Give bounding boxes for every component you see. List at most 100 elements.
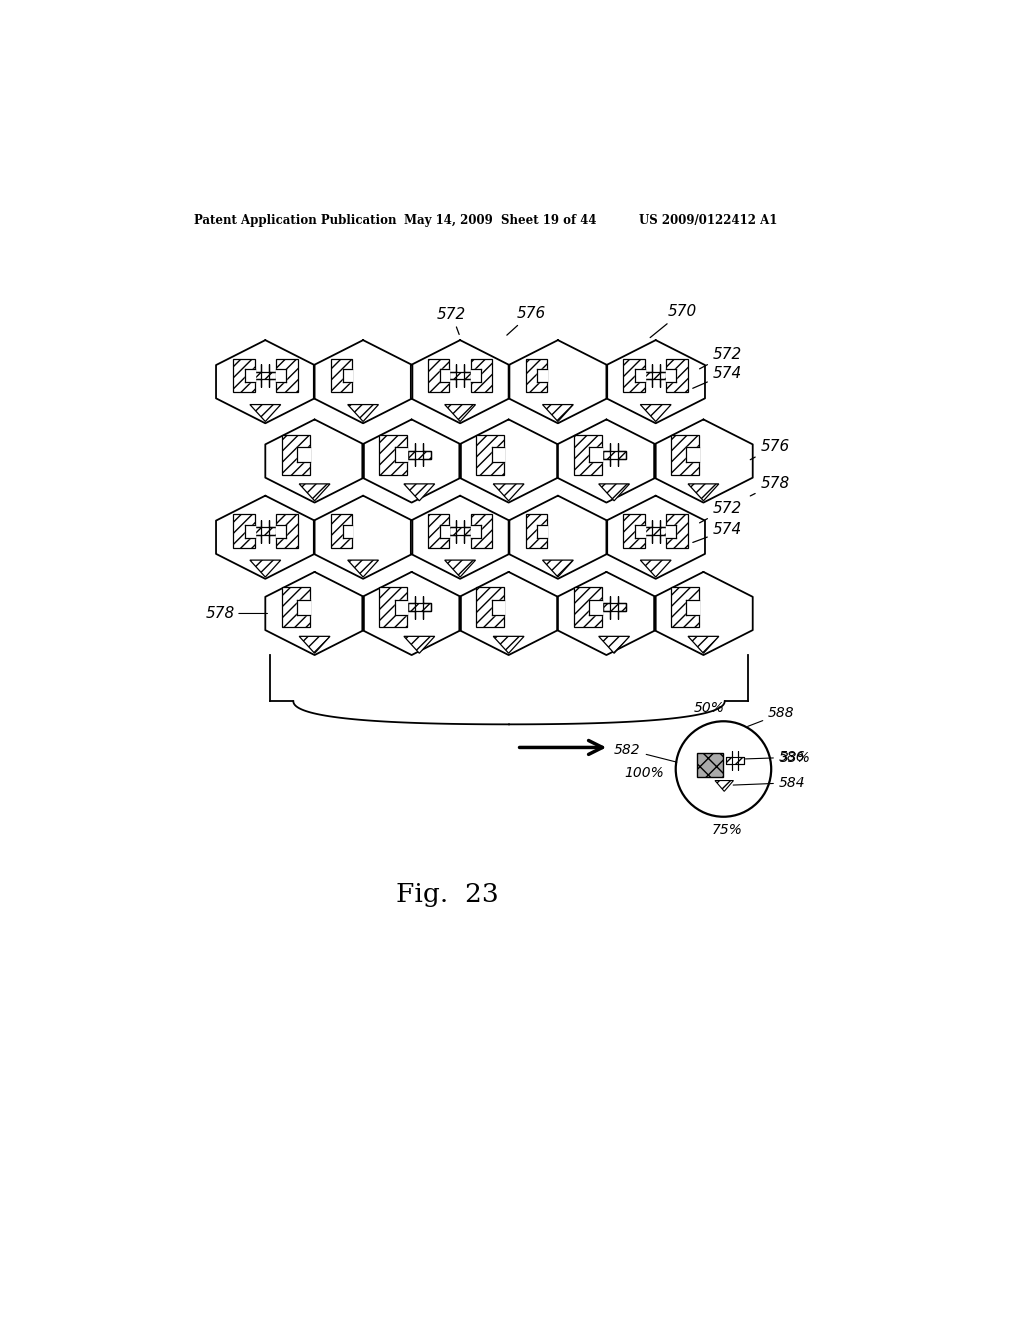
Polygon shape <box>726 751 744 770</box>
Polygon shape <box>688 636 719 653</box>
Text: 586: 586 <box>745 750 806 764</box>
Bar <box>276 359 298 392</box>
Bar <box>331 513 352 548</box>
Polygon shape <box>298 447 310 462</box>
Text: Patent Application Publication: Patent Application Publication <box>194 214 396 227</box>
Polygon shape <box>471 370 480 381</box>
Bar <box>379 434 407 475</box>
Bar <box>671 434 698 475</box>
Polygon shape <box>667 370 676 381</box>
Bar <box>276 513 298 548</box>
Polygon shape <box>635 370 645 381</box>
Text: 75%: 75% <box>712 822 742 837</box>
Bar <box>428 513 450 548</box>
Bar <box>525 359 547 392</box>
Text: May 14, 2009  Sheet 19 of 44: May 14, 2009 Sheet 19 of 44 <box>403 214 596 227</box>
Bar <box>233 513 255 548</box>
Polygon shape <box>635 524 645 537</box>
Polygon shape <box>640 404 671 421</box>
Polygon shape <box>538 524 547 537</box>
Bar <box>667 359 688 392</box>
Polygon shape <box>298 599 310 615</box>
Polygon shape <box>348 404 379 421</box>
Text: 578: 578 <box>205 606 234 620</box>
Bar <box>379 587 407 627</box>
Polygon shape <box>449 364 472 387</box>
Text: US 2009/0122412 A1: US 2009/0122412 A1 <box>639 214 777 227</box>
Polygon shape <box>602 595 626 619</box>
Bar <box>331 359 352 392</box>
Polygon shape <box>686 599 698 615</box>
Bar <box>671 587 698 627</box>
Text: 584: 584 <box>733 776 806 789</box>
Polygon shape <box>494 484 524 500</box>
Bar <box>624 513 645 548</box>
Bar <box>283 587 310 627</box>
Polygon shape <box>715 780 733 792</box>
Polygon shape <box>449 520 472 543</box>
Polygon shape <box>299 636 330 653</box>
Polygon shape <box>494 636 524 653</box>
Bar <box>667 513 688 548</box>
Bar <box>476 434 504 475</box>
Polygon shape <box>688 484 719 500</box>
Polygon shape <box>254 364 276 387</box>
Polygon shape <box>538 370 547 381</box>
Polygon shape <box>394 599 407 615</box>
Bar <box>233 359 255 392</box>
Polygon shape <box>245 524 255 537</box>
Polygon shape <box>640 560 671 577</box>
Polygon shape <box>492 447 504 462</box>
Polygon shape <box>254 520 276 543</box>
Polygon shape <box>408 444 431 466</box>
Text: 33%: 33% <box>780 751 811 766</box>
Text: 574: 574 <box>693 523 742 543</box>
Polygon shape <box>590 599 602 615</box>
Text: 50%: 50% <box>694 701 725 715</box>
Polygon shape <box>686 447 698 462</box>
Polygon shape <box>644 520 668 543</box>
Bar <box>471 359 493 392</box>
Bar <box>471 513 493 548</box>
Polygon shape <box>276 370 286 381</box>
Bar <box>525 513 547 548</box>
Polygon shape <box>250 560 281 577</box>
Polygon shape <box>644 364 668 387</box>
Polygon shape <box>408 595 431 619</box>
Polygon shape <box>602 444 626 466</box>
Polygon shape <box>439 524 450 537</box>
Polygon shape <box>403 636 435 653</box>
Polygon shape <box>439 370 450 381</box>
Bar <box>428 359 450 392</box>
Polygon shape <box>492 599 504 615</box>
Text: 578: 578 <box>751 477 790 496</box>
Text: Fig.  23: Fig. 23 <box>396 882 499 907</box>
Polygon shape <box>599 484 630 500</box>
Bar <box>283 434 310 475</box>
Polygon shape <box>394 447 407 462</box>
Bar <box>574 587 602 627</box>
Polygon shape <box>599 636 630 653</box>
Polygon shape <box>471 524 480 537</box>
Polygon shape <box>543 560 573 577</box>
Polygon shape <box>444 404 475 421</box>
Text: 572: 572 <box>699 347 742 368</box>
Text: 572: 572 <box>699 500 742 523</box>
Polygon shape <box>299 484 330 500</box>
Bar <box>624 359 645 392</box>
Text: 576: 576 <box>507 306 546 335</box>
Polygon shape <box>403 484 435 500</box>
Bar <box>476 587 504 627</box>
Polygon shape <box>543 404 573 421</box>
Text: 582: 582 <box>614 743 677 762</box>
Polygon shape <box>276 524 286 537</box>
Polygon shape <box>667 524 676 537</box>
Text: 572: 572 <box>437 306 466 334</box>
Polygon shape <box>245 370 255 381</box>
Polygon shape <box>343 370 352 381</box>
Text: 100%: 100% <box>625 766 665 780</box>
Polygon shape <box>348 560 379 577</box>
Bar <box>696 752 723 777</box>
Polygon shape <box>590 447 602 462</box>
Polygon shape <box>343 524 352 537</box>
